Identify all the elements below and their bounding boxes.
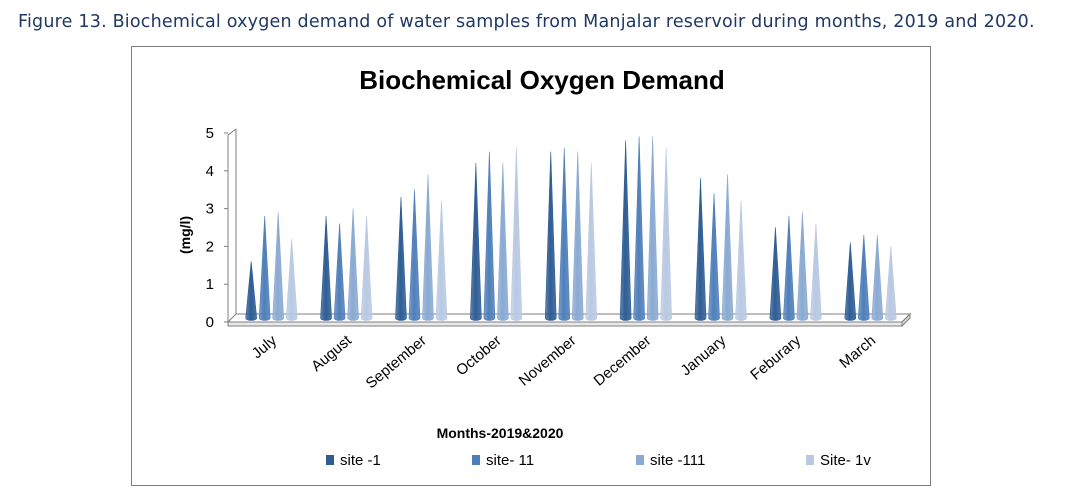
cone-bar — [708, 193, 720, 321]
chart-marks — [245, 136, 897, 321]
cone-bar — [470, 163, 482, 321]
y-tick-label: 5 — [206, 125, 214, 142]
y-tick-label: 4 — [206, 163, 214, 180]
x-tick-label: December — [591, 332, 655, 390]
cone-bar — [844, 242, 857, 321]
cone-bar — [333, 223, 346, 321]
chart-frame: Biochemical Oxygen Demand (mg/l) Months-… — [131, 46, 931, 486]
cone-bar — [585, 163, 598, 321]
x-tick-labels: July August September October November Decemb… — [249, 332, 879, 393]
cone-bar — [408, 189, 421, 321]
cone-bar — [422, 174, 434, 321]
y-tick-label: 2 — [206, 238, 214, 255]
cone-bar — [783, 215, 795, 321]
cone-bar — [694, 178, 707, 321]
figure-caption: Figure 13. Biochemical oxygen demand of … — [18, 12, 1035, 32]
chart-title: Biochemical Oxygen Demand — [359, 65, 725, 95]
chart-legend: site -1 site- 11 site -111 Site- 1v — [326, 452, 871, 469]
cone-bar — [483, 151, 496, 321]
cone-bar — [347, 208, 359, 321]
x-tick-label: November — [516, 332, 580, 390]
y-tick-labels: 0 1 2 3 4 5 — [206, 125, 228, 331]
chart-axes — [227, 128, 237, 322]
cone-bar — [871, 234, 884, 321]
cone-bar — [272, 212, 284, 321]
y-tick-label: 3 — [206, 201, 214, 218]
cone-bar — [810, 223, 822, 321]
cone-bar — [360, 215, 373, 321]
cone-bar — [435, 200, 448, 321]
legend-swatch — [806, 455, 814, 465]
y-tick-label: 1 — [206, 276, 214, 293]
cone-bar — [885, 246, 897, 321]
y-tick-label: 0 — [206, 314, 214, 331]
cone-bar — [858, 234, 870, 321]
cone-bar — [245, 261, 257, 321]
cone-bar — [619, 140, 632, 321]
x-tick-label: August — [308, 332, 355, 376]
legend-label: site -1 — [340, 452, 381, 469]
cone-bar — [285, 238, 298, 321]
cone-bar — [571, 151, 584, 321]
x-axis-label: Months-2019&2020 — [437, 425, 564, 441]
x-tick-label: Feburary — [747, 332, 804, 384]
x-tick-label: January — [678, 332, 730, 380]
x-tick-label: July — [249, 332, 281, 362]
y-axis-label: (mg/l) — [177, 216, 193, 254]
legend-swatch — [636, 455, 644, 465]
cone-bar — [558, 147, 571, 321]
legend-label: site- 11 — [486, 452, 534, 469]
legend-label: site -111 — [650, 452, 705, 469]
x-tick-label: March — [836, 332, 879, 372]
cone-bar — [660, 147, 672, 321]
x-tick-label: October — [453, 332, 505, 379]
legend-label: Site- 1v — [820, 452, 871, 469]
x-tick-label: September — [363, 332, 430, 392]
cone-bar — [796, 212, 809, 321]
legend-swatch — [472, 455, 480, 465]
cone-bar — [510, 147, 523, 321]
cone-bar — [633, 136, 645, 321]
cone-bar — [769, 227, 782, 321]
cone-bar — [721, 174, 734, 321]
cone-bar — [646, 136, 659, 321]
cone-bar — [320, 215, 332, 321]
cone-bar — [258, 215, 271, 321]
cone-bar — [395, 197, 407, 321]
cone-bar — [735, 200, 747, 321]
figure-label: Figure 13 — [18, 12, 102, 32]
cone-bar — [497, 163, 509, 321]
bod-cone-chart: Biochemical Oxygen Demand (mg/l) Months-… — [177, 65, 912, 469]
cone-bar — [544, 151, 557, 321]
figure-caption-text: . Biochemical oxygen demand of water sam… — [101, 12, 1035, 32]
legend-swatch — [326, 455, 334, 465]
